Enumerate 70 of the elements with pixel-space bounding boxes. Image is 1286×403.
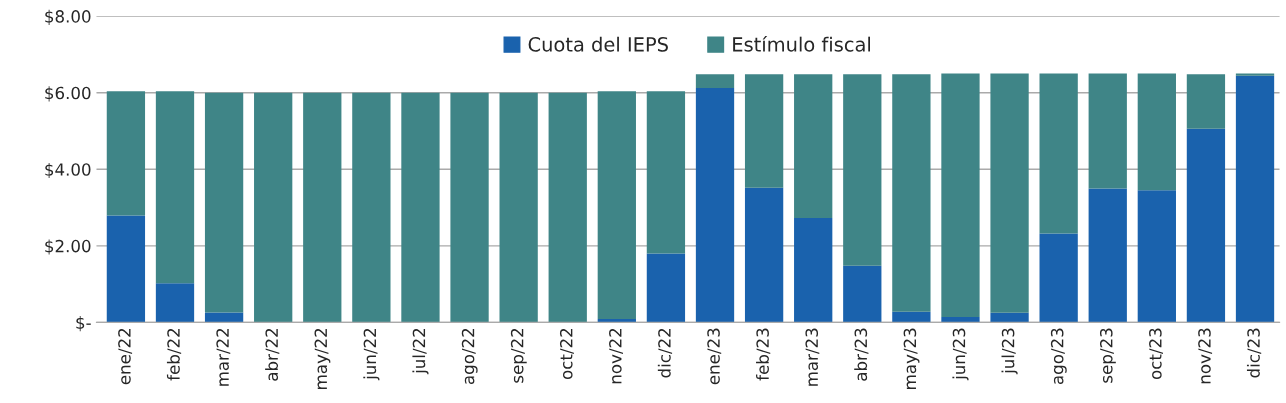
x-tick-label: jul/23 [1001, 328, 1018, 375]
bar [1088, 73, 1127, 189]
bar [744, 187, 784, 323]
bar [155, 91, 195, 284]
legend-label: Cuota del IEPS [528, 36, 668, 52]
bar [1088, 188, 1127, 323]
x-tick-label: may/22 [314, 328, 331, 389]
bar [1186, 128, 1226, 323]
bar [695, 74, 735, 89]
bar [941, 73, 980, 318]
y-tick-label: $- [76, 316, 91, 332]
bar [843, 265, 882, 323]
bar [1235, 75, 1275, 323]
bar [892, 74, 931, 312]
bar [990, 312, 1029, 323]
bar [1137, 73, 1176, 191]
x-tick-label: abr/22 [265, 328, 280, 381]
x-tick-label: sep/22 [510, 328, 527, 383]
bar [1137, 190, 1176, 323]
bar [794, 217, 833, 323]
bar [254, 92, 293, 323]
x-tick-label: feb/22 [166, 328, 182, 381]
bar [106, 91, 146, 216]
bar [401, 92, 440, 323]
legend-label: Estímulo fiscal [733, 35, 870, 52]
x-tick-label: jun/23 [952, 328, 969, 381]
bar [646, 91, 686, 254]
y-tick-label: $6.00 [45, 86, 91, 102]
bar [646, 253, 686, 323]
x-tick-label: oct/22 [559, 328, 574, 380]
bar [843, 74, 882, 266]
bar [695, 88, 735, 323]
y-tick-label: $2.00 [45, 239, 91, 255]
x-tick-label: mar/22 [216, 328, 231, 386]
x-tick-label: jul/22 [412, 328, 429, 375]
x-tick-label: oct/23 [1149, 328, 1163, 380]
x-tick-label: sep/23 [1099, 328, 1116, 383]
x-tick-label: may/23 [903, 328, 920, 389]
bar [597, 91, 636, 319]
x-tick-label: dic/23 [1246, 328, 1262, 378]
bar [1186, 74, 1226, 129]
x-tick-label: ene/23 [707, 328, 722, 385]
bar [106, 215, 146, 323]
bar [990, 73, 1029, 313]
bar [352, 92, 391, 323]
x-tick-label: dic/22 [657, 328, 673, 378]
bar [744, 74, 784, 188]
bar [1039, 233, 1078, 323]
bar [892, 311, 931, 323]
x-tick-label: abr/23 [854, 328, 869, 381]
bar [450, 92, 489, 323]
x-tick-label: ago/22 [461, 328, 478, 385]
bar [155, 283, 195, 323]
bar [499, 92, 538, 323]
bar [941, 317, 980, 323]
bar [548, 92, 587, 323]
x-tick-label: nov/22 [609, 328, 623, 384]
bar [204, 92, 244, 313]
x-tick-label: ago/23 [1050, 328, 1067, 385]
bar [204, 312, 244, 323]
x-tick-label: feb/23 [756, 328, 771, 381]
bar [1039, 73, 1078, 234]
y-tick-label: $8.00 [45, 9, 91, 25]
x-tick-label: jun/22 [363, 328, 380, 381]
x-tick-label: ene/22 [118, 328, 133, 385]
bar [794, 74, 833, 218]
bar [303, 92, 342, 323]
y-tick-label: $4.00 [45, 162, 91, 179]
x-tick-label: nov/23 [1198, 328, 1213, 384]
x-tick-label: mar/23 [805, 328, 820, 386]
